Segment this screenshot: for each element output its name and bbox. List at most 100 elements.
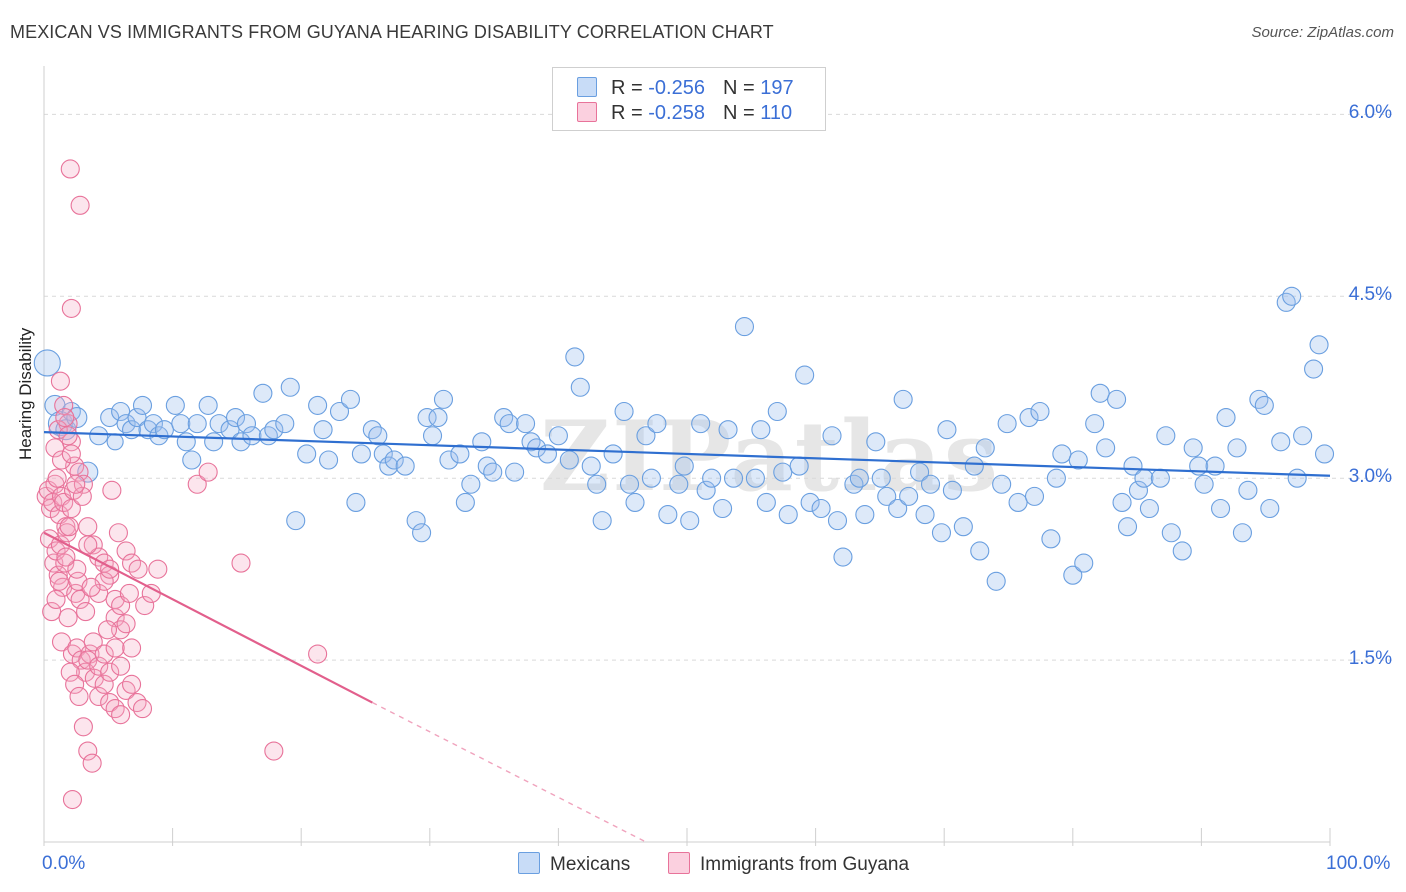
data-point-guyana (78, 741, 98, 761)
data-point-mexicans (877, 486, 897, 506)
data-point-guyana (83, 632, 103, 652)
bottom-legend-mexicans[interactable]: Mexicans (518, 852, 630, 876)
data-point-guyana (308, 644, 328, 664)
data-point-guyana (48, 565, 68, 585)
data-point-mexicans (187, 414, 207, 434)
data-point-mexicans (286, 511, 306, 531)
data-point-mexicans (1183, 438, 1203, 458)
data-point-guyana (70, 589, 90, 610)
data-point-mexicans (1216, 408, 1236, 428)
data-point-mexicans (477, 456, 497, 476)
data-point-guyana (122, 674, 142, 694)
data-point-mexicans (641, 468, 661, 488)
data-point-mexicans (713, 498, 733, 519)
data-point-mexicans (319, 450, 339, 470)
data-point-mexicans (1041, 529, 1061, 549)
data-point-mexicans (1063, 565, 1083, 585)
data-point-mexicans (915, 505, 935, 525)
data-point-mexicans (1123, 456, 1143, 476)
data-point-mexicans (340, 389, 361, 409)
data-point-mexicans (236, 414, 257, 434)
data-point-mexicans (100, 408, 120, 428)
data-point-guyana (128, 559, 148, 579)
chart-title: MEXICAN VS IMMIGRANTS FROM GUYANA HEARIN… (10, 22, 774, 42)
data-point-mexicans (165, 395, 185, 415)
data-point-mexicans (1260, 498, 1280, 519)
data-point-mexicans (1068, 450, 1088, 470)
data-point-mexicans (548, 426, 568, 446)
bottom-legend-guyana[interactable]: Immigrants from Guyana (668, 852, 909, 876)
data-point-mexicans (379, 456, 399, 476)
data-point-guyana (94, 674, 114, 694)
data-point-mexicans (565, 347, 585, 367)
data-point-mexicans (253, 383, 273, 403)
data-point-mexicans (395, 456, 415, 476)
data-point-mexicans (587, 474, 607, 494)
data-point-mexicans (1024, 486, 1045, 506)
data-point-guyana (82, 753, 102, 773)
data-point-mexicans (264, 420, 284, 440)
data-point-guyana (76, 602, 96, 622)
data-point-mexicans (745, 468, 765, 488)
data-point-mexicans (455, 492, 475, 512)
data-point-mexicans (373, 444, 393, 464)
data-point-guyana (116, 541, 136, 561)
trend-line-guyana (43, 531, 373, 704)
data-point-mexicans (231, 432, 251, 452)
data-point-mexicans (614, 401, 634, 422)
data-point-mexicans (970, 541, 990, 561)
data-point-mexicans (182, 450, 202, 470)
data-point-mexicans (111, 401, 131, 422)
data-point-mexicans (997, 414, 1017, 434)
x-tick-right: 100.0% (1326, 853, 1391, 874)
data-point-guyana (49, 571, 69, 591)
data-point-mexicans (1227, 438, 1247, 458)
data-point-guyana (69, 462, 89, 482)
data-point-guyana (61, 444, 81, 464)
data-point-mexicans (329, 401, 350, 422)
trend-line-mexicans (43, 431, 1331, 477)
data-point-guyana (56, 547, 76, 567)
data-point-mexicans (1287, 468, 1307, 488)
data-point-guyana (58, 608, 78, 628)
data-point-mexicans (953, 517, 973, 537)
series-guyana-points (36, 159, 328, 810)
data-point-mexicans (198, 395, 218, 415)
data-point-mexicans (669, 474, 689, 494)
data-point-guyana (122, 638, 142, 658)
data-point-mexicans (795, 365, 815, 385)
data-point-mexicans (209, 414, 229, 434)
legend-n-value: 197 (760, 77, 794, 99)
data-point-mexicans (680, 511, 700, 531)
data-point-mexicans (702, 468, 722, 488)
data-point-mexicans (428, 408, 448, 428)
data-point-mexicans (773, 462, 793, 482)
data-point-mexicans (106, 433, 124, 451)
data-point-mexicans (176, 432, 196, 452)
data-point-guyana (198, 462, 218, 482)
data-point-mexicans (1238, 480, 1258, 500)
data-point-mexicans (592, 511, 612, 531)
trend-line-guyana-extension (372, 701, 647, 843)
data-point-guyana (58, 426, 78, 446)
data-point-mexicans (1008, 492, 1028, 512)
data-point-mexicans (1150, 468, 1170, 488)
data-point-mexicans (537, 444, 558, 464)
data-point-mexicans (1030, 401, 1050, 422)
legend-row-mexicans: R = -0.256 N = 197 (577, 77, 794, 103)
data-point-mexicans (204, 432, 224, 452)
data-point-mexicans (723, 468, 744, 488)
data-point-mexicans (888, 498, 908, 519)
data-point-mexicans (225, 408, 246, 428)
legend: R = -0.256 N = 197 R = -0.258 N = 110 (552, 67, 826, 131)
data-point-mexicans (521, 432, 541, 452)
y-axis-label: Hearing Disability (16, 327, 35, 460)
data-point-guyana (42, 602, 62, 622)
legend-n-label: N = (722, 102, 761, 124)
data-point-guyana (135, 595, 155, 616)
data-point-mexicans (1249, 389, 1269, 409)
data-point-guyana (108, 523, 128, 543)
y-tick-label: 6.0% (1348, 102, 1392, 124)
data-point-mexicans (422, 426, 443, 446)
